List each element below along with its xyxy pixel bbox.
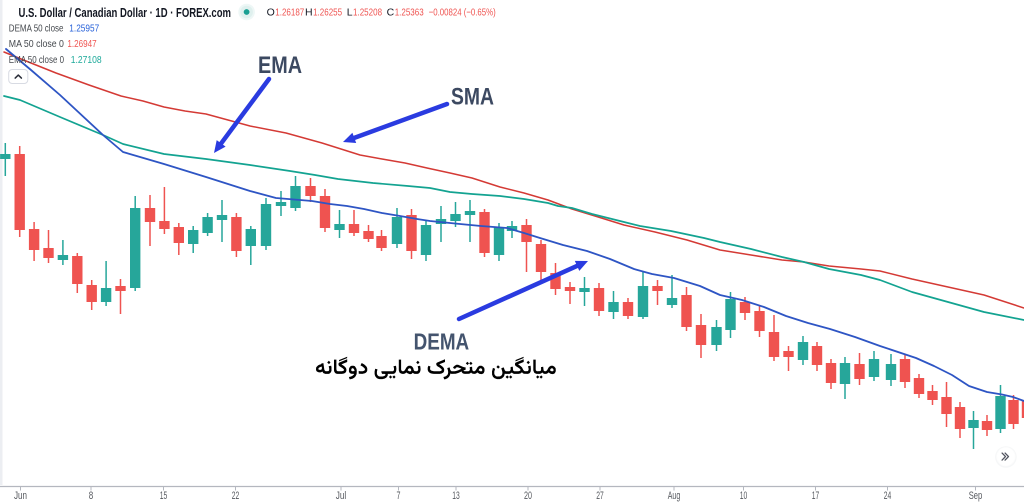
svg-text:H1.26255: H1.26255	[305, 7, 342, 19]
svg-text:20: 20	[524, 490, 532, 502]
svg-text:DEMA: DEMA	[414, 329, 470, 355]
svg-text:O1.26187: O1.26187	[267, 7, 305, 19]
svg-text:EMA: EMA	[258, 52, 302, 79]
svg-text:−0.00824 (−0.65%): −0.00824 (−0.65%)	[429, 7, 496, 19]
svg-text:Aug: Aug	[668, 490, 681, 502]
svg-text:L1.25208: L1.25208	[347, 7, 382, 19]
svg-text:22: 22	[232, 490, 240, 502]
svg-text:8: 8	[89, 490, 94, 502]
svg-text:EMA 50 close 0: EMA 50 close 0	[9, 54, 64, 66]
svg-text:24: 24	[884, 490, 892, 502]
svg-text:7: 7	[397, 490, 401, 502]
svg-text:15: 15	[160, 490, 168, 502]
svg-text:SMA: SMA	[451, 84, 494, 111]
svg-text:1.26947: 1.26947	[67, 38, 96, 50]
svg-text:MA 50 close 0: MA 50 close 0	[9, 38, 64, 50]
svg-text:27: 27	[596, 490, 604, 502]
svg-text:10: 10	[740, 490, 748, 502]
svg-text:U.S. Dollar / Canadian Dollar: U.S. Dollar / Canadian Dollar · 1D · FOR…	[19, 5, 232, 20]
svg-text:1.27108: 1.27108	[71, 54, 102, 66]
svg-text:Jul: Jul	[336, 490, 347, 502]
svg-text:17: 17	[812, 490, 820, 502]
svg-text:DEMA 50 close: DEMA 50 close	[9, 23, 64, 35]
svg-text:1.25957: 1.25957	[69, 23, 99, 35]
svg-text:Jun: Jun	[14, 490, 27, 502]
svg-text:Sep: Sep	[969, 490, 983, 502]
svg-text:C1.25363: C1.25363	[387, 7, 424, 19]
svg-text:13: 13	[452, 490, 460, 502]
